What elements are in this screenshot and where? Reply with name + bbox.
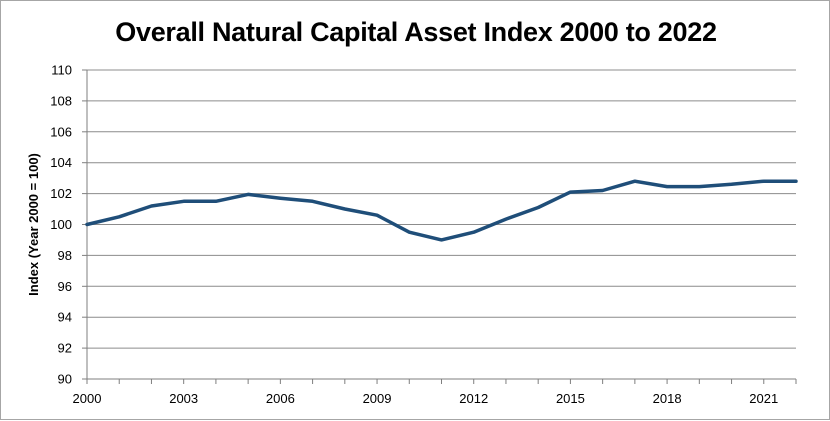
x-tick-label-2015: 2015 bbox=[556, 391, 585, 406]
x-tick-label-2009: 2009 bbox=[363, 391, 392, 406]
y-tick-label-92: 92 bbox=[58, 341, 72, 356]
x-tick-label-2006: 2006 bbox=[266, 391, 295, 406]
y-tick-label-108: 108 bbox=[50, 93, 72, 108]
y-tick-label-104: 104 bbox=[50, 155, 72, 170]
x-tick-label-2021: 2021 bbox=[749, 391, 778, 406]
y-tick-label-106: 106 bbox=[50, 124, 72, 139]
y-tick-label-94: 94 bbox=[58, 310, 72, 325]
x-tick-label-2018: 2018 bbox=[653, 391, 682, 406]
y-axis-title: Index (Year 2000 = 100) bbox=[26, 153, 41, 296]
y-tick-label-102: 102 bbox=[50, 186, 72, 201]
x-tick-label-2000: 2000 bbox=[73, 391, 102, 406]
y-tick-label-96: 96 bbox=[58, 279, 72, 294]
x-tick-label-2003: 2003 bbox=[169, 391, 198, 406]
x-tick-label-2012: 2012 bbox=[459, 391, 488, 406]
y-tick-label-90: 90 bbox=[58, 372, 72, 387]
series-line-0 bbox=[85, 179, 798, 242]
y-tick-label-100: 100 bbox=[50, 217, 72, 232]
chart-title: Overall Natural Capital Asset Index 2000… bbox=[115, 17, 717, 47]
y-tick-label-98: 98 bbox=[58, 248, 72, 263]
y-tick-label-110: 110 bbox=[51, 63, 72, 78]
